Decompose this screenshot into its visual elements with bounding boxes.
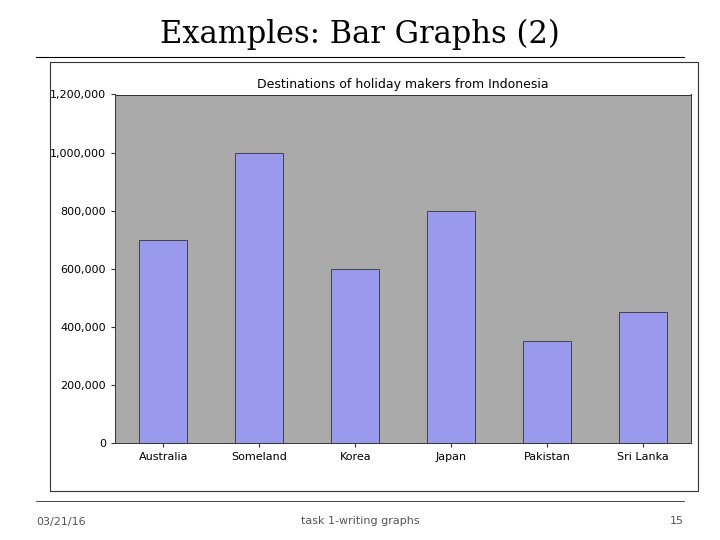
Bar	[235, 152, 283, 443]
Bar	[523, 341, 571, 443]
Bar	[619, 312, 667, 443]
Text: Examples: Bar Graphs (2): Examples: Bar Graphs (2)	[160, 19, 560, 50]
Bar	[331, 268, 379, 443]
Text: 03/21/16: 03/21/16	[36, 516, 86, 526]
Title: Destinations of holiday makers from Indonesia: Destinations of holiday makers from Indo…	[257, 78, 549, 91]
Text: 15: 15	[670, 516, 684, 526]
Text: task 1-writing graphs: task 1-writing graphs	[301, 516, 419, 526]
Bar	[427, 211, 475, 443]
Bar	[139, 240, 187, 443]
